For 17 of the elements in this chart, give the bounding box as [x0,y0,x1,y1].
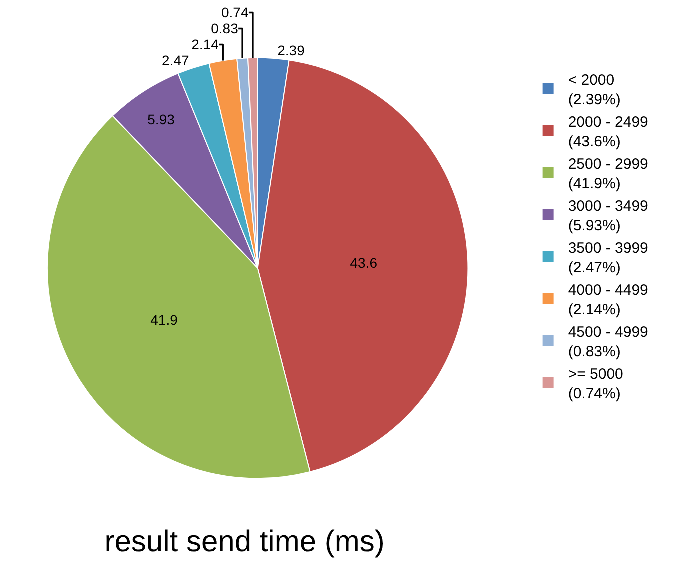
legend-label: 2500 - 2999 (41.9%) [568,156,648,192]
legend-label: >= 5000 (0.74%) [568,366,624,402]
data-label: 2.47 [162,52,190,69]
legend-label: 2000 - 2499 (43.6%) [568,114,648,150]
data-label: 0.74 [221,4,249,21]
data-label: 2.39 [278,42,306,59]
legend-label: 4500 - 4999 (0.83%) [568,324,648,360]
data-label: 41.9 [150,312,178,328]
data-label: 0.83 [211,20,239,37]
legend-label: 3000 - 3499 (5.93%) [568,198,648,234]
data-label: 5.93 [148,111,176,128]
legend-label: 4000 - 4499 (2.14%) [568,282,648,318]
data-label: 43.6 [350,254,378,271]
data-label: 2.14 [192,36,220,53]
text: result send time (ms) [104,526,385,559]
legend-label: < 2000 (2.39%) [568,72,621,108]
legend-label: 3500 - 3999 (2.47%) [568,240,648,276]
